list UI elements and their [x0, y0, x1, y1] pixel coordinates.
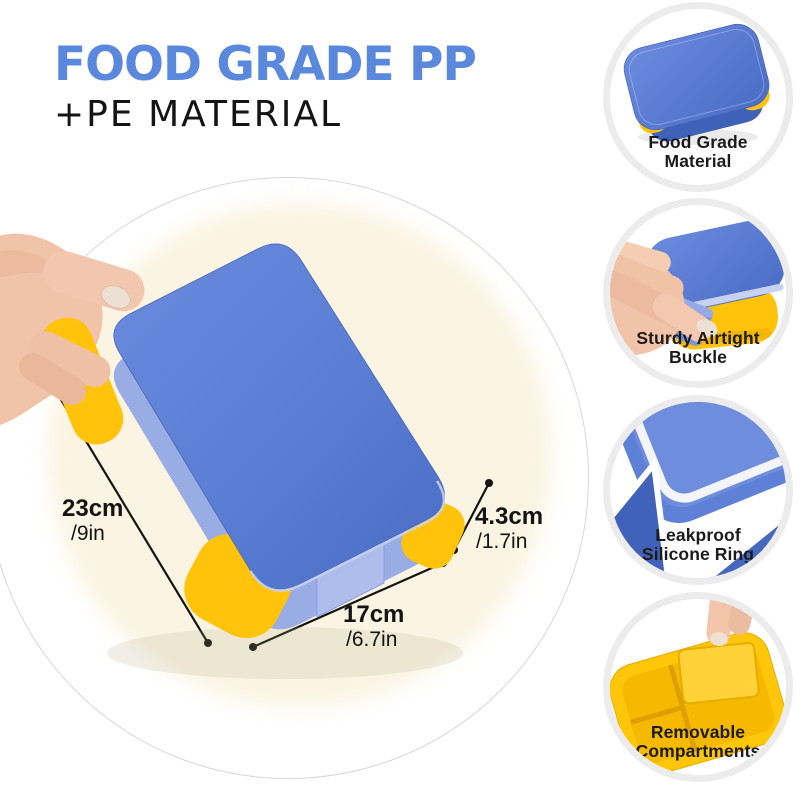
feature-image-hand-opening-buckle — [610, 220, 785, 357]
hand-fingers — [19, 331, 111, 406]
feature-image-yellow-compartment-tray — [610, 599, 786, 775]
product-photo-lunchbox-in-hand — [0, 233, 493, 679]
feature-label: Sturdy Airtight Buckle — [636, 327, 760, 368]
feature-label: Food Grade Material — [648, 131, 748, 172]
page-subtitle: +PE MATERIAL — [54, 94, 343, 136]
feature-label: Leakproof Silicone Ring — [641, 524, 755, 565]
feature-image-blue-lunchbox — [623, 23, 770, 145]
feature-image-silicone-ring-closeup — [610, 402, 786, 578]
box-lid — [113, 243, 446, 592]
feature-card-food-grade-material: Food Grade Material — [603, 2, 793, 192]
header: FOOD GRADE PP +PE MATERIAL — [54, 37, 477, 136]
feature-card-airtight-buckle: Sturdy Airtight Buckle — [603, 198, 793, 388]
box-shadow — [107, 627, 463, 679]
feature-card-removable-compartments: Removable Compartments — [603, 592, 793, 782]
feature-card-silicone-ring: Leakproof Silicone Ring — [603, 395, 793, 585]
hand-thumb — [43, 251, 145, 312]
lid-rim-highlight — [249, 480, 446, 592]
feature-label: Removable Compartments — [635, 721, 761, 762]
thumbnail — [101, 285, 131, 309]
page-title: FOOD GRADE PP — [54, 37, 477, 92]
